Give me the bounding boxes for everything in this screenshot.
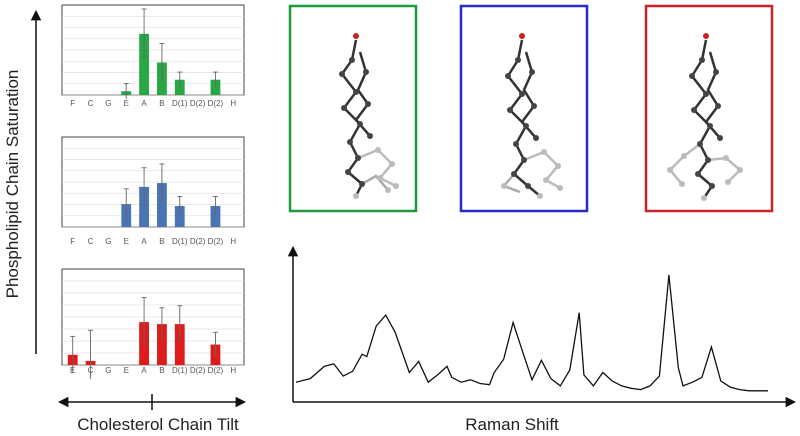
tick-label: D(2)	[190, 366, 206, 375]
bar-red-6	[157, 324, 167, 365]
tick-label: F	[70, 237, 75, 246]
molecule-green	[339, 33, 399, 199]
tick-label: D(2)	[208, 366, 224, 375]
tick-label: A	[141, 237, 147, 246]
bar-panels: F C G E A B D(1) D(2) D(2) HF C G E A B D(1) D(2) D(2) HE C…	[61, 4, 245, 379]
bar-green-5	[139, 33, 149, 95]
tick-label: C	[88, 237, 94, 246]
saturation-axis-label: Phospholipid Chain Saturation	[3, 70, 22, 299]
tick-label: E	[124, 99, 129, 108]
bar-green-9	[210, 79, 221, 95]
tick-label: A	[141, 99, 147, 108]
tick-label: E	[124, 237, 129, 246]
molecule-frame-green	[288, 4, 418, 213]
tick-label: G	[105, 99, 111, 108]
tick-label: D(2)	[190, 237, 206, 246]
tick-label: B	[159, 99, 164, 108]
molecule-red	[667, 33, 743, 201]
tick-label: H	[230, 366, 236, 375]
bar-blue-6	[157, 183, 167, 227]
tick-label: G	[105, 366, 111, 375]
bar-blue-7	[174, 205, 185, 227]
bar-blue-9	[210, 205, 221, 227]
bar-red-7	[174, 324, 185, 365]
tick-label: H	[230, 237, 236, 246]
tick-label: E	[70, 366, 75, 375]
spectrum-series-line	[295, 274, 768, 392]
tick-label: B	[159, 237, 164, 246]
tilt-axis-label: Cholesterol Chain Tilt	[77, 415, 239, 434]
tick-label: A	[141, 366, 147, 375]
molecule-panel-green	[288, 4, 418, 213]
bar-blue-5	[139, 186, 149, 227]
tick-label: G	[105, 237, 111, 246]
tick-label: B	[159, 366, 164, 375]
molecule-frame-red	[644, 4, 774, 213]
tick-label: D(2)	[208, 237, 224, 246]
bar-chart-red: E C G E A B D(1) D(2) D(2) H	[61, 268, 245, 379]
tick-label: D(1)	[172, 237, 188, 246]
tick-label: D(1)	[172, 99, 188, 108]
molecule-frame-blue	[459, 4, 589, 213]
bar-chart-green: F C G E A B D(1) D(2) D(2) H	[61, 4, 245, 108]
bar-chart-blue: F C G E A B D(1) D(2) D(2) H	[61, 136, 245, 246]
tick-label: E	[124, 366, 129, 375]
tick-label: D(2)	[190, 99, 206, 108]
spectrum-x-label: Raman Shift	[465, 415, 559, 434]
molecule-panel-blue	[459, 4, 589, 213]
tick-label: C	[88, 99, 94, 108]
tick-label: D(1)	[172, 366, 188, 375]
molecule-panel-red	[644, 4, 774, 213]
tick-label: H	[230, 99, 236, 108]
tick-label: D(2)	[208, 99, 224, 108]
molecule-blue	[501, 33, 563, 199]
bar-green-7	[174, 79, 185, 95]
tick-label: F	[70, 99, 75, 108]
tick-label: C	[88, 366, 94, 375]
